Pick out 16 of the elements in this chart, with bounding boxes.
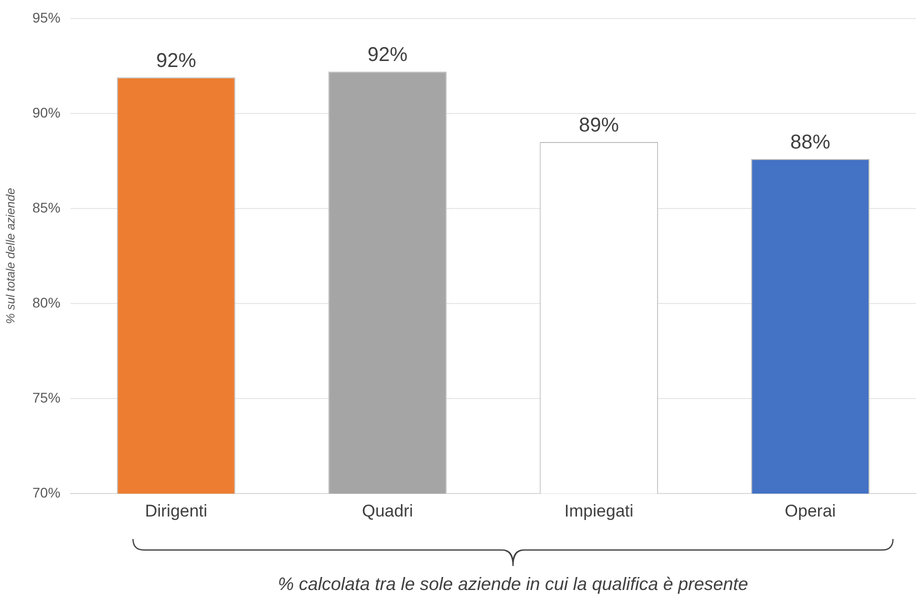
y-tick-label: 85% xyxy=(32,199,60,216)
y-axis-title: % sul totale delle aziende xyxy=(4,188,18,324)
y-tick-label: 75% xyxy=(32,389,60,406)
data-label: 88% xyxy=(790,132,831,154)
y-tick-label: 80% xyxy=(32,294,60,310)
x-tick-label: Impiegati xyxy=(564,501,634,520)
y-tick-label: 70% xyxy=(32,484,60,500)
x-tick-label: Operai xyxy=(784,501,836,520)
y-tick-label: 90% xyxy=(32,104,60,120)
data-label: 92% xyxy=(367,44,408,66)
text: % calcolata tra le sole aziende in cui la qualifica è presente xyxy=(276,574,750,595)
x-tick-label: Quadri xyxy=(362,501,414,520)
y-tick-label: 95% xyxy=(32,9,60,26)
data-label: 89% xyxy=(578,114,620,136)
x-tick-label: Dirigenti xyxy=(144,501,208,520)
data-label: 92% xyxy=(156,50,196,72)
